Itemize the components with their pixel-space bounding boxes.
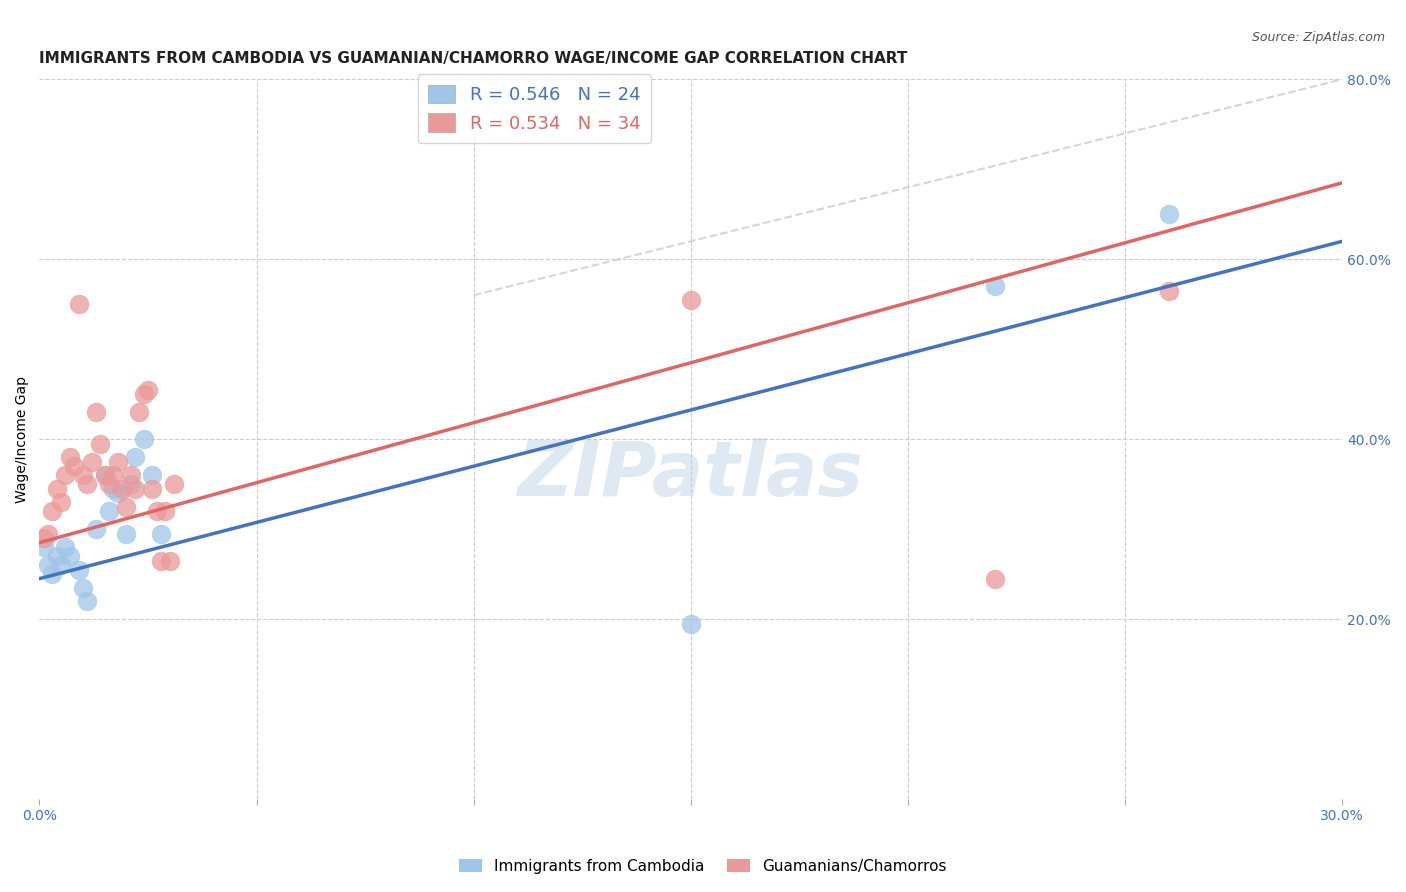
- Point: [132, 432, 155, 446]
- Point: [124, 450, 146, 465]
- Point: [55, 468, 77, 483]
- Point: [49, 495, 72, 509]
- Point: [155, 504, 177, 518]
- Point: [41, 567, 63, 582]
- Point: [141, 468, 163, 483]
- Point: [67, 563, 90, 577]
- Text: Source: ZipAtlas.com: Source: ZipAtlas.com: [1251, 31, 1385, 45]
- Point: [163, 477, 186, 491]
- Point: [93, 468, 115, 483]
- Point: [150, 554, 173, 568]
- Point: [45, 549, 67, 563]
- Point: [37, 526, 59, 541]
- Point: [103, 482, 125, 496]
- Point: [115, 526, 138, 541]
- Point: [84, 522, 107, 536]
- Point: [55, 540, 77, 554]
- Point: [132, 387, 155, 401]
- Point: [120, 477, 142, 491]
- Point: [107, 486, 129, 500]
- Point: [63, 459, 86, 474]
- Point: [59, 450, 82, 465]
- Point: [80, 455, 103, 469]
- Point: [128, 405, 150, 419]
- Y-axis label: Wage/Income Gap: Wage/Income Gap: [15, 376, 30, 503]
- Point: [145, 504, 167, 518]
- Point: [32, 540, 55, 554]
- Point: [159, 554, 181, 568]
- Point: [97, 477, 120, 491]
- Point: [32, 531, 55, 545]
- Point: [76, 477, 98, 491]
- Point: [97, 504, 120, 518]
- Point: [67, 297, 90, 311]
- Point: [59, 549, 82, 563]
- Point: [1157, 207, 1180, 221]
- Point: [76, 594, 98, 608]
- Point: [136, 383, 159, 397]
- Text: ZIPatlas: ZIPatlas: [517, 438, 863, 512]
- Point: [72, 468, 94, 483]
- Point: [141, 482, 163, 496]
- Point: [984, 572, 1007, 586]
- Point: [37, 558, 59, 573]
- Point: [72, 581, 94, 595]
- Point: [679, 616, 702, 631]
- Point: [1157, 284, 1180, 298]
- Point: [45, 482, 67, 496]
- Point: [84, 405, 107, 419]
- Point: [115, 500, 138, 514]
- Point: [124, 482, 146, 496]
- Point: [984, 279, 1007, 293]
- Point: [103, 468, 125, 483]
- Legend: Immigrants from Cambodia, Guamanians/Chamorros: Immigrants from Cambodia, Guamanians/Cha…: [453, 853, 953, 880]
- Point: [150, 526, 173, 541]
- Point: [679, 293, 702, 307]
- Point: [41, 504, 63, 518]
- Point: [111, 482, 134, 496]
- Point: [107, 455, 129, 469]
- Point: [89, 436, 111, 450]
- Legend: R = 0.546   N = 24, R = 0.534   N = 34: R = 0.546 N = 24, R = 0.534 N = 34: [418, 74, 651, 144]
- Point: [49, 558, 72, 573]
- Point: [120, 468, 142, 483]
- Point: [93, 468, 115, 483]
- Text: IMMIGRANTS FROM CAMBODIA VS GUAMANIAN/CHAMORRO WAGE/INCOME GAP CORRELATION CHART: IMMIGRANTS FROM CAMBODIA VS GUAMANIAN/CH…: [39, 51, 908, 66]
